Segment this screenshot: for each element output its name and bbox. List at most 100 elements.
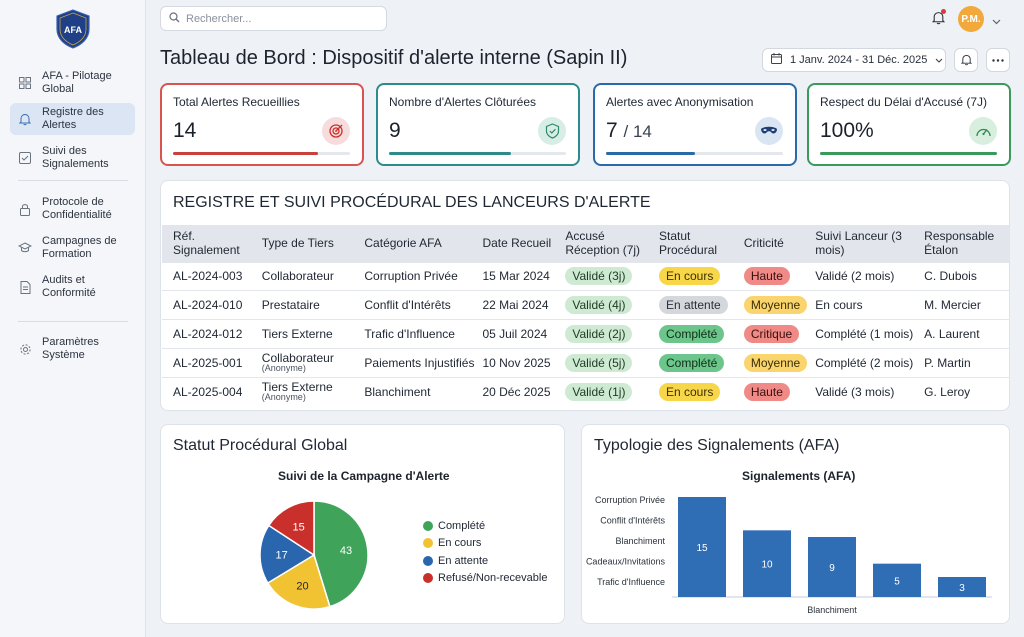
table-cell: Validé (4j) bbox=[561, 290, 655, 320]
legend-label: Refusé/Non-recevable bbox=[438, 572, 548, 585]
table-cell: En cours bbox=[655, 261, 740, 291]
table-cell: AL-2024-003 bbox=[162, 261, 258, 291]
column-header[interactable]: Type de Tiers bbox=[261, 236, 334, 251]
column-header[interactable]: Date Recueil bbox=[482, 236, 552, 251]
sidebar-divider bbox=[18, 321, 128, 322]
criticality-badge: Haute bbox=[743, 382, 790, 401]
column-header[interactable]: Catégorie AFA bbox=[364, 236, 442, 251]
table-cell: AL-2025-004 bbox=[162, 376, 258, 406]
table-cell: Critique bbox=[739, 319, 812, 349]
more-horizontal-icon bbox=[992, 58, 1004, 62]
table-cell: Validé (5j) bbox=[561, 347, 655, 378]
table-cell: Complété bbox=[655, 347, 740, 378]
criticality-badge: Moyenne bbox=[743, 296, 808, 315]
column-header[interactable]: Criticité bbox=[743, 236, 784, 251]
table-row[interactable]: AL-2024-010 Prestataire Conflit d'Intérêts… bbox=[162, 290, 1010, 320]
pie-slice-complete[interactable] bbox=[313, 500, 369, 608]
sidebar-item-label: Protocole de Confidentialité bbox=[42, 196, 112, 221]
pie-data-label: 43 bbox=[340, 545, 352, 557]
column-header[interactable]: Statut Procédural bbox=[659, 229, 718, 258]
bar-category-label: Corruption Privée bbox=[595, 495, 665, 505]
registry-table: Réf. Signalement Type de Tiers Catégorie… bbox=[162, 225, 1010, 406]
table-cell: Collaborateur (Anonyme) bbox=[257, 347, 361, 378]
bell-icon bbox=[18, 112, 32, 126]
notifications-button[interactable] bbox=[927, 7, 949, 29]
column-header[interactable]: Accusé Réception (7j) bbox=[565, 229, 641, 258]
legend-item: En attente bbox=[423, 552, 547, 570]
table-cell: En cours bbox=[811, 290, 921, 320]
cell-date: 15 Mar 2024 bbox=[482, 269, 550, 284]
status-badge: Complété bbox=[659, 324, 725, 343]
table-cell: M. Mercier bbox=[920, 290, 1010, 320]
lock-icon bbox=[18, 202, 32, 216]
kpi-card-anonymisation[interactable]: Alertes avec Anonymisation 7 / 14 bbox=[593, 83, 797, 166]
cell-suivi: En cours bbox=[815, 298, 863, 313]
table-cell: Collaborateur bbox=[257, 261, 361, 291]
sidebar-item-parametres[interactable]: Paramètres Système bbox=[10, 336, 135, 361]
kpi-title: Respect du Délai d'Accusé (7J) bbox=[820, 95, 988, 109]
table-cell: Complété (2 mois) bbox=[811, 347, 921, 378]
kpi-card-delai[interactable]: Respect du Délai d'Accusé (7J) 100% bbox=[807, 83, 1011, 166]
cell-tiers: Tiers Externe bbox=[261, 326, 333, 341]
accuse-badge: Validé (5j) bbox=[565, 353, 633, 372]
pie-chart-title: Suivi de la Campagne d'Alerte bbox=[278, 469, 450, 483]
cell-tiers: Prestataire bbox=[261, 298, 320, 313]
bar-chart-title: Signalements (AFA) bbox=[742, 469, 856, 483]
legend-item: En cours bbox=[423, 535, 547, 553]
table-row[interactable]: AL-2024-012 Tiers Externe Trafic d'Influen… bbox=[162, 319, 1010, 349]
search-input[interactable]: Rechercher... bbox=[160, 6, 387, 31]
pie-data-label: 15 bbox=[292, 522, 304, 534]
table-cell: AL-2024-010 bbox=[162, 290, 258, 320]
cell-categorie: Paiements Injustifiés bbox=[364, 355, 475, 370]
pie-slice-en-attente[interactable] bbox=[259, 524, 316, 585]
sidebar-item-suivi[interactable]: Suivi des Signalements bbox=[10, 143, 135, 173]
chevron-down-icon[interactable] bbox=[992, 12, 1001, 30]
sidebar-item-formation[interactable]: Campagnes de Formation bbox=[10, 233, 135, 263]
status-badge: Complété bbox=[659, 353, 725, 372]
pie-slice-en-cours[interactable] bbox=[266, 553, 331, 610]
table-row[interactable]: AL-2025-004 Tiers Externe (Anonyme) Blanchi… bbox=[162, 376, 1010, 406]
date-range-picker[interactable]: 1 Janv. 2024 - 31 Déc. 2025 bbox=[762, 48, 946, 72]
document-icon bbox=[18, 280, 32, 294]
more-options-button[interactable] bbox=[986, 48, 1010, 72]
table-cell: A. Laurent bbox=[920, 319, 1010, 349]
legend-swatch bbox=[423, 573, 433, 584]
kpi-title: Total Alertes Recueillies bbox=[173, 95, 300, 109]
alerts-button[interactable] bbox=[954, 48, 978, 72]
sidebar-item-protocole[interactable]: Protocole de Confidentialité bbox=[10, 194, 135, 224]
date-range-text: 1 Janv. 2024 - 31 Déc. 2025 bbox=[790, 54, 928, 66]
kpi-card-total[interactable]: Total Alertes Recueillies 14 bbox=[160, 83, 364, 166]
table-row[interactable]: AL-2025-001 Collaborateur (Anonyme) Paiemen… bbox=[162, 347, 1010, 378]
cell-ref: AL-2024-003 bbox=[173, 269, 243, 284]
cell-date: 22 Mai 2024 bbox=[482, 298, 549, 313]
kpi-card-cloturees[interactable]: Nombre d'Alertes Clôturées 9 bbox=[376, 83, 580, 166]
page-title: Tableau de Bord : Dispositif d'alerte in… bbox=[160, 47, 628, 69]
kpi-progress-bar bbox=[820, 152, 997, 155]
bar[interactable] bbox=[743, 530, 791, 597]
kpi-progress-bar bbox=[606, 152, 783, 155]
gear-icon bbox=[18, 342, 32, 356]
avatar[interactable]: P.M. bbox=[958, 6, 984, 32]
kpi-progress-bar bbox=[389, 152, 566, 155]
accuse-badge: Validé (1j) bbox=[565, 382, 633, 401]
column-header[interactable]: Responsable Étalon bbox=[924, 229, 995, 258]
column-header[interactable]: Suivi Lanceur (3 mois) bbox=[815, 229, 902, 258]
column-header[interactable]: Réf. Signalement bbox=[173, 229, 240, 258]
notification-badge bbox=[941, 9, 946, 14]
bar[interactable] bbox=[873, 563, 921, 597]
criticality-badge: Critique bbox=[743, 324, 800, 343]
sidebar-item-label: Suivi des Signalements bbox=[42, 145, 109, 170]
cell-tiers: Collaborateur bbox=[261, 351, 334, 366]
bar[interactable] bbox=[808, 537, 856, 597]
table-cell: 20 Déc 2025 bbox=[478, 376, 562, 406]
cell-ref: AL-2024-010 bbox=[173, 298, 243, 313]
bar[interactable] bbox=[678, 497, 726, 597]
bar-x-axis-label: Blanchiment bbox=[807, 605, 857, 615]
sidebar-item-registre[interactable]: Registre des Alertes bbox=[10, 103, 135, 135]
kpi-title: Alertes avec Anonymisation bbox=[606, 95, 754, 109]
table-row[interactable]: AL-2024-003 Collaborateur Corruption Privé… bbox=[162, 261, 1010, 291]
pie-slice-refuse[interactable] bbox=[267, 500, 315, 557]
bar[interactable] bbox=[938, 577, 986, 597]
sidebar-item-pilotage[interactable]: AFA - Pilotage Global bbox=[10, 70, 135, 96]
sidebar-item-audits[interactable]: Audits et Conformité bbox=[10, 272, 135, 302]
